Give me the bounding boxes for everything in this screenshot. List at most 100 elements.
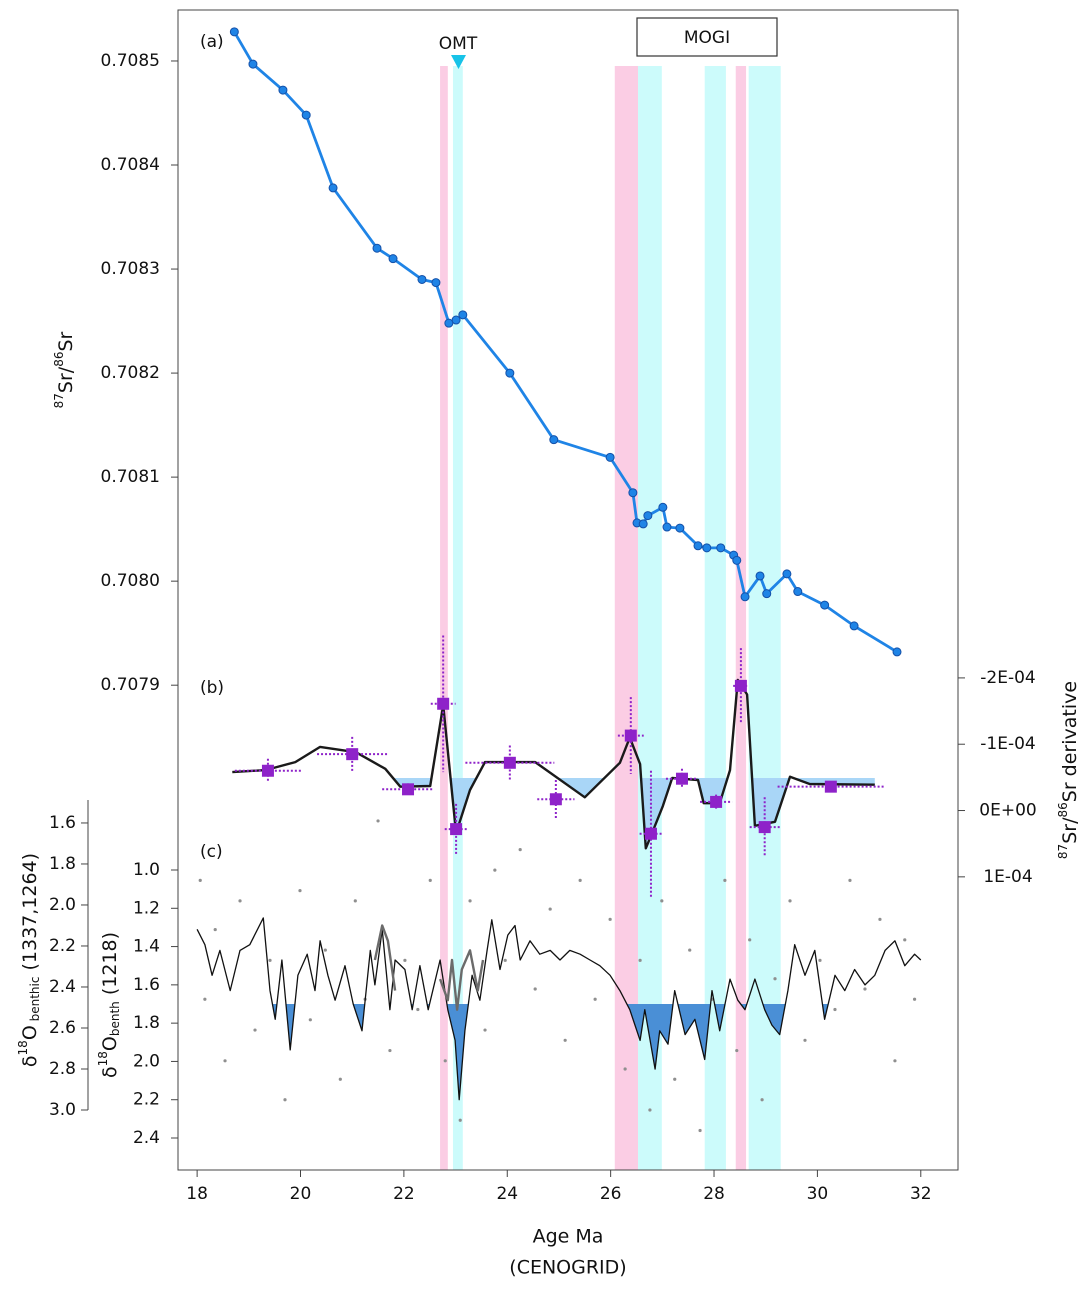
y-axis-label-part: 87 xyxy=(52,393,66,408)
y-axis-label: δ18O benthic (1337,1264) xyxy=(16,853,42,1067)
data-point xyxy=(549,435,559,445)
area-fill xyxy=(393,778,875,849)
omt-label: OMT xyxy=(439,34,478,54)
scatter-point xyxy=(388,1048,392,1053)
y-axis-label: 87Sr/86Sr derivative xyxy=(1056,681,1081,859)
mogi-box xyxy=(636,17,778,57)
scatter-point xyxy=(748,938,752,942)
y-tick-label: 1E-04 xyxy=(983,867,1032,887)
data-point xyxy=(755,571,765,581)
y-tick-label: 3.0 xyxy=(49,1100,76,1120)
panel-label: (c) xyxy=(200,842,223,862)
scatter-point xyxy=(803,1038,807,1042)
data-point xyxy=(328,183,338,193)
y-tick-label: 0.7082 xyxy=(101,363,160,383)
data-point xyxy=(824,780,837,793)
data-point xyxy=(505,368,515,378)
x-tick-label: 22 xyxy=(393,1184,415,1204)
y-tick-label: 2.2 xyxy=(133,1090,160,1110)
plot-frame xyxy=(177,9,959,1171)
data-point xyxy=(458,310,468,320)
y-tick-label: 2.6 xyxy=(49,1018,76,1038)
scatter-point xyxy=(253,1028,257,1032)
scatter-point xyxy=(298,889,302,893)
data-point xyxy=(740,592,750,602)
x-tick-label: 30 xyxy=(807,1184,829,1204)
data-point xyxy=(849,621,859,631)
omt-marker xyxy=(451,55,466,69)
data-point xyxy=(892,647,902,657)
scatter-point xyxy=(912,997,917,1001)
scatter-point xyxy=(323,948,327,952)
scatter-point xyxy=(648,1108,652,1112)
scatter-point xyxy=(458,1118,462,1122)
y-tick-label: 1.8 xyxy=(49,854,76,874)
data-point xyxy=(229,27,239,37)
x-tick-label: 18 xyxy=(186,1184,208,1204)
scatter-point xyxy=(903,938,907,942)
scatter-point xyxy=(403,958,407,962)
data-point xyxy=(624,729,637,742)
y-axis-label: 87Sr/86Sr xyxy=(52,331,77,408)
scatter-point xyxy=(863,987,867,991)
event-band xyxy=(452,66,463,1170)
data-point xyxy=(261,764,274,777)
data-point xyxy=(388,254,398,264)
data-point xyxy=(503,756,516,769)
event-band xyxy=(748,66,781,1170)
y-axis-label: δ18Obenth (1218) xyxy=(96,932,122,1078)
data-point xyxy=(450,823,463,836)
data-point xyxy=(248,59,258,69)
mogi-label: MOGI xyxy=(684,28,730,48)
data-point xyxy=(702,543,712,553)
scatter-point xyxy=(416,1007,420,1012)
scatter-point xyxy=(593,997,597,1001)
y-axis-label-part: Sr derivative xyxy=(1059,681,1081,802)
scatter-point xyxy=(638,958,642,962)
y-tick-label: 2.4 xyxy=(133,1128,160,1148)
y-tick-label: 1.0 xyxy=(133,860,160,880)
y-axis-label-part: benthic xyxy=(28,977,42,1026)
data-point xyxy=(372,243,382,253)
y-axis-label-part: 87 xyxy=(1056,844,1070,859)
data-line xyxy=(373,924,485,1011)
data-point xyxy=(693,541,703,551)
data-point xyxy=(628,488,638,498)
x-tick-label: 24 xyxy=(496,1184,518,1204)
data-point xyxy=(758,821,771,834)
data-point xyxy=(658,502,668,512)
y-axis-label-part: benth xyxy=(108,1001,122,1036)
data-point xyxy=(793,587,803,597)
y-axis-label-part: (1218) xyxy=(99,932,121,1001)
scatter-point xyxy=(673,1077,677,1081)
scatter-point xyxy=(878,917,882,921)
scatter-point xyxy=(308,1018,312,1022)
event-band xyxy=(614,66,639,1170)
scatter-point xyxy=(788,899,792,903)
scatter-point xyxy=(893,1059,897,1063)
data-point xyxy=(710,795,723,808)
scatter-point xyxy=(760,1098,764,1102)
y-axis-label-part: O xyxy=(99,1036,121,1051)
y-axis-label-part: 18 xyxy=(96,1051,110,1066)
scatter-point xyxy=(548,907,552,911)
scatter-point xyxy=(238,899,242,903)
event-band xyxy=(440,66,448,1170)
scatter-point xyxy=(353,899,357,903)
y-tick-label: 2.2 xyxy=(49,936,76,956)
y-tick-label: 1.8 xyxy=(133,1013,160,1033)
panel-label: (b) xyxy=(200,678,224,698)
x-tick-label: 32 xyxy=(910,1184,932,1204)
y-tick-label: 2.8 xyxy=(49,1059,76,1079)
data-point xyxy=(662,522,672,532)
y-tick-label: 1.6 xyxy=(49,813,76,833)
scatter-point xyxy=(735,1048,739,1053)
y-axis-label-part: O xyxy=(19,1025,41,1040)
x-tick-label: 28 xyxy=(703,1184,725,1204)
data-point xyxy=(675,523,685,533)
y-tick-label: 2.4 xyxy=(49,977,76,997)
scatter-point xyxy=(483,1028,487,1032)
data-point xyxy=(437,697,450,710)
data-line xyxy=(196,917,922,1101)
